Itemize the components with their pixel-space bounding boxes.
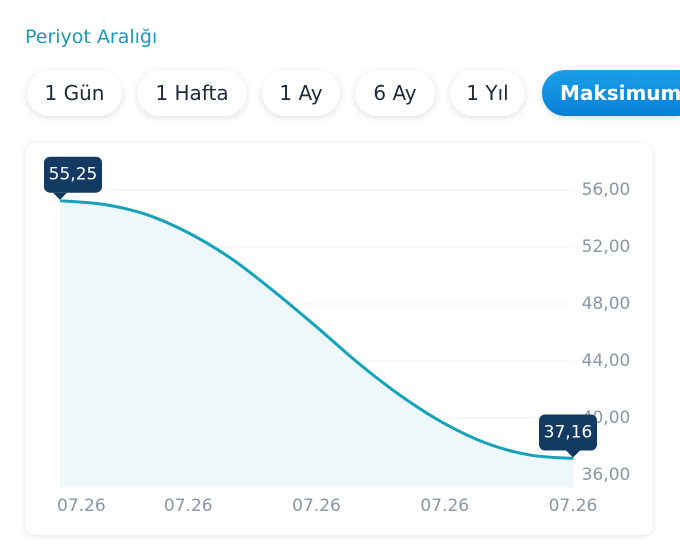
x-tick-label: 07.26 <box>164 496 213 516</box>
period-button[interactable]: 6 Ay <box>355 70 435 116</box>
y-tick-label: 56,00 <box>582 180 631 200</box>
period-button[interactable]: 1 Hafta <box>137 70 247 116</box>
section-title: Periyot Aralığı <box>25 26 158 48</box>
tooltip-box <box>44 156 102 193</box>
line <box>59 199 574 460</box>
value-tooltip: 37,16 <box>539 414 597 458</box>
x-tick-label: 07.26 <box>57 496 106 516</box>
y-tick-label: 52,00 <box>582 237 631 257</box>
period-button-active[interactable]: Maksimum <box>542 70 680 116</box>
value-tooltip: 55,25 <box>44 156 102 200</box>
x-tick-label: 07.26 <box>292 496 341 516</box>
tooltip-pointer <box>53 192 67 200</box>
tooltip-pointer <box>566 450 580 458</box>
x-tick-label: 07.26 <box>549 496 598 516</box>
x-tick-label: 07.26 <box>420 496 469 516</box>
y-tick-label: 48,00 <box>582 294 631 314</box>
value-label: 55,25 <box>49 165 98 185</box>
y-tick-label: 44,00 <box>582 351 631 371</box>
period-button[interactable]: 1 Yıl <box>450 70 525 116</box>
y-tick-label: 36,00 <box>582 465 631 485</box>
value-label: 37,16 <box>544 422 593 442</box>
area <box>60 200 573 487</box>
period-button[interactable]: 1 Gün <box>27 70 122 116</box>
period-button[interactable]: 1 Ay <box>262 70 340 116</box>
tooltip-box <box>539 414 597 451</box>
